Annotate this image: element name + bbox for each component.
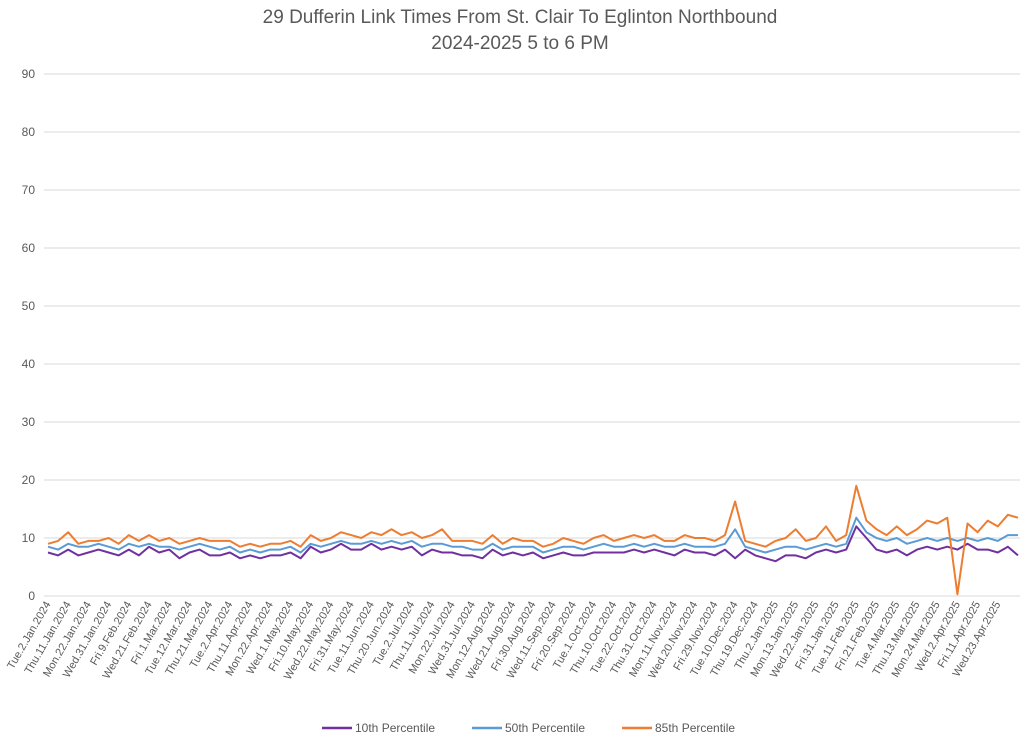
y-tick-label: 80 <box>22 125 36 139</box>
legend: 10th Percentile 50th Percentile 85th Perce… <box>322 721 735 735</box>
legend-label: 10th Percentile <box>355 721 435 735</box>
legend-label: 85th Percentile <box>655 721 735 735</box>
gridlines <box>44 73 1020 597</box>
legend-label: 50th Percentile <box>505 721 585 735</box>
series-line-50th-percentile <box>47 516 1018 554</box>
y-tick-label: 40 <box>22 357 36 371</box>
chart-subtitle: 2024-2025 5 to 6 PM <box>431 33 608 54</box>
y-tick-label: 20 <box>22 473 36 487</box>
y-tick-label: 60 <box>22 241 36 255</box>
y-tick-label: 30 <box>22 415 36 429</box>
legend-item: 85th Percentile <box>622 721 735 735</box>
y-tick-label: 90 <box>22 67 36 81</box>
x-axis: Tue.2.Jan.2024Thu.11.Jan.2024Mon.22.Jan.… <box>5 599 1003 681</box>
legend-item: 10th Percentile <box>322 721 435 735</box>
y-axis: 0 10 20 30 40 50 60 70 80 90 <box>22 67 36 603</box>
y-tick-label: 0 <box>28 589 35 603</box>
series-line-10th-percentile <box>47 525 1019 563</box>
y-tick-label: 50 <box>22 299 36 313</box>
series-line-85th-percentile <box>47 484 1019 596</box>
series-lines <box>47 484 1019 596</box>
y-tick-label: 10 <box>22 531 36 545</box>
chart-title: 29 Dufferin Link Times From St. Clair To… <box>263 7 778 28</box>
legend-item: 50th Percentile <box>472 721 585 735</box>
y-tick-label: 70 <box>22 183 36 197</box>
